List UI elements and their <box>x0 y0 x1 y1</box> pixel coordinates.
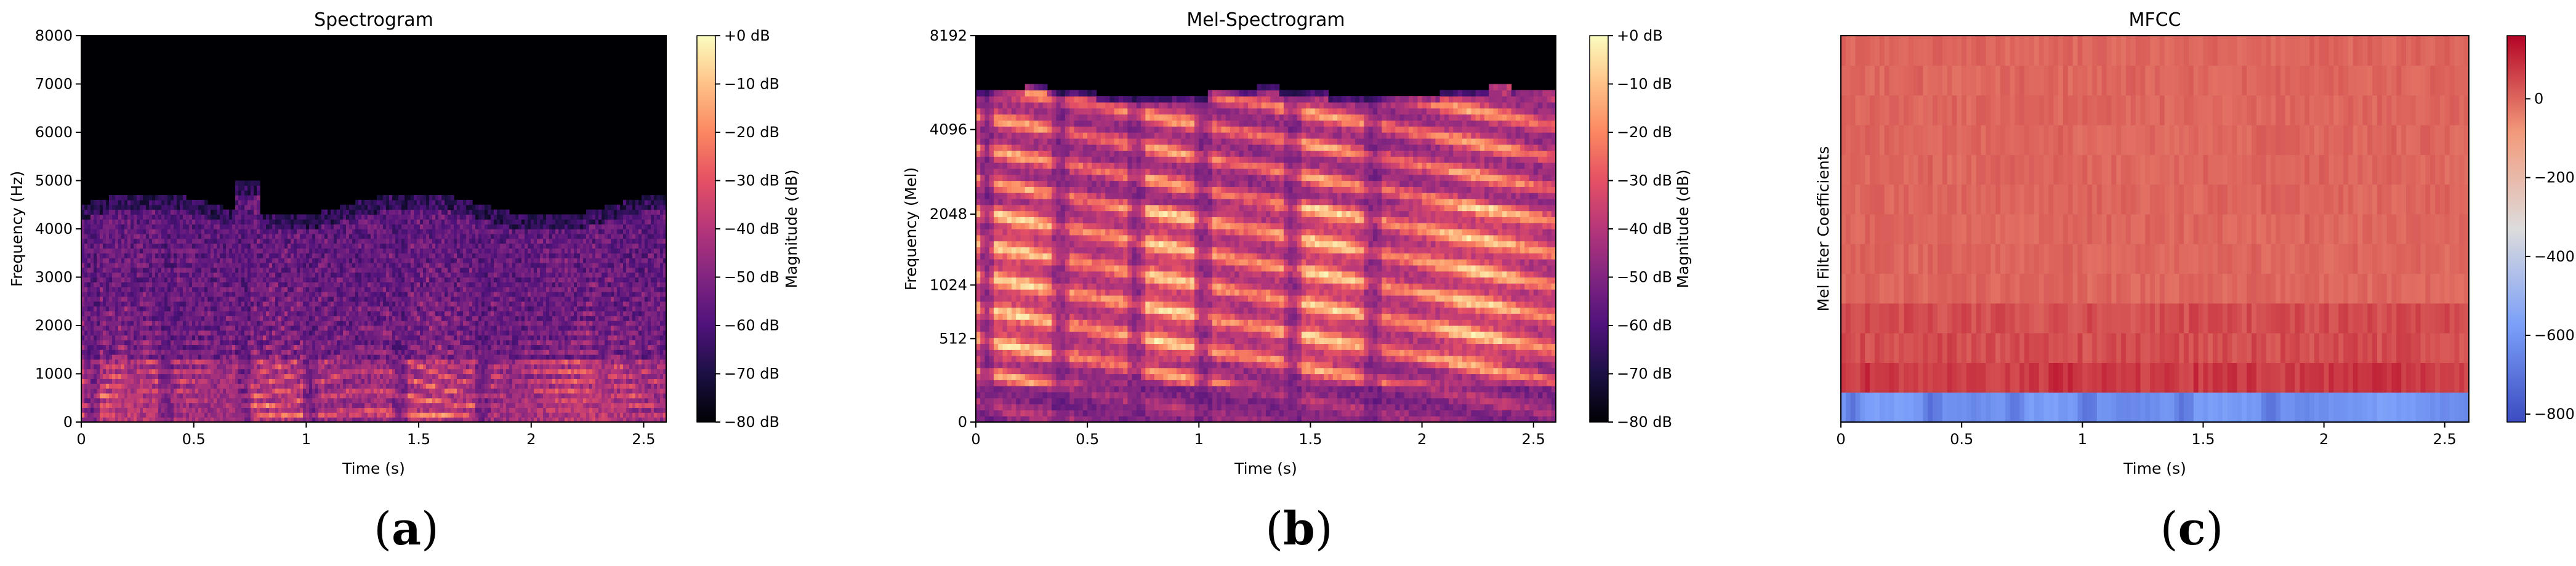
x-tick-label: 1.5 <box>407 431 430 448</box>
colorbar-tick-label: −10 dB <box>724 76 779 93</box>
colorbar-tick-label: −400 <box>2534 248 2575 265</box>
colorbar-tick-label: −30 dB <box>1617 172 1672 189</box>
colorbar-tick-label: −40 dB <box>724 220 779 237</box>
y-axis-label: Frequency (Hz) <box>8 171 26 287</box>
colorbar-tick-label: −600 <box>2534 327 2575 344</box>
y-tick-label: 7000 <box>35 76 73 93</box>
y-tick-label: 6000 <box>35 124 73 141</box>
x-tick-label: 2.5 <box>632 431 655 448</box>
x-tick-label: 0 <box>971 431 980 448</box>
x-axis-ticks: 0 0.5 1 1.5 2 2.5 <box>76 422 656 448</box>
colorbar-tick-label: 0 <box>2534 90 2543 108</box>
mfcc-heatmap <box>1841 36 2469 423</box>
y-axis-ticks: 0 512 1024 2048 4096 8192 <box>930 27 976 431</box>
x-axis-ticks: 0 0.5 1 1.5 2 2.5 <box>1836 422 2457 448</box>
chart-title: Mel-Spectrogram <box>1186 9 1345 31</box>
x-axis-ticks: 0 0.5 1 1.5 2 2.5 <box>971 422 1545 448</box>
y-tick-label: 1000 <box>35 365 73 383</box>
colorbar-label: Magnitude (dB) <box>783 170 800 289</box>
x-axis-label: Time (s) <box>1234 460 1297 477</box>
colorbar-tick-label: −60 dB <box>1617 317 1672 334</box>
colorbar-tick-label: −70 dB <box>1617 365 1672 383</box>
x-tick-label: 0 <box>76 431 86 448</box>
panel-caption: (b) <box>1265 503 1333 556</box>
colorbar <box>2506 35 2526 423</box>
colorbar-tick-label: −20 dB <box>1617 124 1672 141</box>
colorbar-tick-label: +0 dB <box>1617 27 1663 44</box>
colorbar-tick-label: −40 dB <box>1617 220 1672 237</box>
mel-spectrogram-panel: Mel-Spectrogram 0 0.5 1 1.5 2 2.5 0 512 1024 204… <box>902 9 1692 556</box>
colorbar-tick-label: −20 dB <box>724 124 779 141</box>
y-tick-label: 2000 <box>35 317 73 334</box>
x-tick-label: 0.5 <box>182 431 206 448</box>
chart-title: MFCC <box>2128 9 2181 31</box>
x-tick-label: 1 <box>1194 431 1204 448</box>
panel-caption: (c) <box>2160 503 2224 556</box>
colorbar-tick-label: −800 <box>2534 405 2575 423</box>
mel-spectrogram-heatmap <box>976 36 1556 423</box>
y-axis-label: Mel Filter Coefficients <box>1814 146 1832 312</box>
y-axis-ticks: 0 1000 2000 3000 4000 5000 6000 7000 8000 <box>35 27 81 431</box>
y-tick-label: 4096 <box>930 121 967 138</box>
colorbar <box>696 35 716 423</box>
x-tick-label: 2.5 <box>1522 431 1545 448</box>
spectrogram-heatmap <box>81 36 667 423</box>
x-tick-label: 1 <box>2078 431 2087 448</box>
colorbar-tick-label: −50 dB <box>1617 269 1672 286</box>
x-axis-label: Time (s) <box>342 460 405 477</box>
spectrogram-panel: Spectrogram 0 0.5 1 1.5 2 2.5 0 1000 2000 3000 40… <box>8 9 800 556</box>
x-tick-label: 2 <box>1417 431 1427 448</box>
y-tick-label: 3000 <box>35 269 73 286</box>
y-tick-label: 1024 <box>930 276 967 293</box>
y-tick-label: 5000 <box>35 172 73 189</box>
y-axis-label: Frequency (Mel) <box>902 167 920 291</box>
colorbar-tick-label: −30 dB <box>724 172 779 189</box>
colorbar-tick-label: +0 dB <box>724 27 770 44</box>
y-tick-label: 2048 <box>930 205 967 223</box>
x-tick-label: 0 <box>1836 431 1845 448</box>
x-tick-label: 2.5 <box>2433 431 2457 448</box>
x-tick-label: 1.5 <box>1298 431 1322 448</box>
x-tick-label: 2 <box>526 431 536 448</box>
colorbar-tick-label: −80 dB <box>724 413 779 431</box>
x-tick-label: 1 <box>302 431 311 448</box>
x-tick-label: 2 <box>2319 431 2328 448</box>
mfcc-panel: MFCC 0 0.5 1 1.5 2 2.5 Time (s) Mel Filter Co… <box>1814 9 2575 556</box>
panel-caption: (a) <box>374 503 439 556</box>
x-axis-label: Time (s) <box>2123 460 2186 477</box>
colorbar-ticks: +0 dB −10 dB −20 dB −30 dB −40 dB −50 dB −60 d… <box>1608 27 1672 431</box>
y-tick-label: 4000 <box>35 220 73 237</box>
x-tick-label: 0.5 <box>1950 431 1973 448</box>
y-tick-label: 0 <box>958 413 967 431</box>
colorbar-tick-label: −200 <box>2534 169 2575 186</box>
chart-title: Spectrogram <box>314 9 433 31</box>
colorbar-ticks: 0 −200 −400 −600 −800 <box>2526 90 2575 423</box>
y-tick-label: 512 <box>939 330 967 347</box>
colorbar-tick-label: −60 dB <box>724 317 779 334</box>
x-tick-label: 0.5 <box>1076 431 1099 448</box>
plot-frame <box>975 35 1556 423</box>
colorbar-tick-label: −80 dB <box>1617 413 1672 431</box>
colorbar <box>1589 35 1609 423</box>
colorbar-tick-label: −10 dB <box>1617 76 1672 93</box>
y-tick-label: 0 <box>63 413 73 431</box>
y-tick-label: 8192 <box>930 27 967 44</box>
colorbar-tick-label: −50 dB <box>724 269 779 286</box>
x-tick-label: 1.5 <box>2191 431 2215 448</box>
plot-frame <box>1840 35 2469 423</box>
colorbar-label: Magnitude (dB) <box>1674 170 1692 289</box>
colorbar-tick-label: −70 dB <box>724 365 779 383</box>
colorbar-ticks: +0 dB −10 dB −20 dB −30 dB −40 dB −50 dB −60 d… <box>715 27 779 431</box>
y-tick-label: 8000 <box>35 27 73 44</box>
